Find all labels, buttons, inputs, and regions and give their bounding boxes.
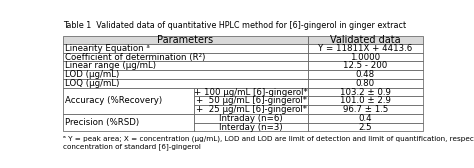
Bar — [63, 36, 308, 44]
Bar — [63, 44, 308, 53]
Text: Accuracy (%Recovery): Accuracy (%Recovery) — [65, 96, 162, 105]
Bar — [194, 105, 308, 114]
Text: 2.5: 2.5 — [358, 122, 372, 132]
Bar — [63, 70, 308, 79]
Text: 103.2 ± 0.9: 103.2 ± 0.9 — [340, 88, 391, 97]
Text: ᵃ Y = peak area; X = concentration (μg/mL), LOD and LOD are limit of detection a: ᵃ Y = peak area; X = concentration (μg/m… — [63, 136, 474, 142]
Text: Validated data: Validated data — [330, 35, 401, 45]
Bar — [308, 123, 423, 131]
Text: 101.0 ± 2.9: 101.0 ± 2.9 — [340, 96, 391, 105]
Text: 1.0000: 1.0000 — [350, 53, 381, 62]
Bar — [63, 53, 308, 61]
Text: Coefficient of determination (R²): Coefficient of determination (R²) — [65, 53, 205, 62]
Text: 0.80: 0.80 — [356, 79, 375, 88]
Bar — [63, 114, 194, 131]
Text: LOQ (μg/mL): LOQ (μg/mL) — [65, 79, 119, 88]
Text: 0.4: 0.4 — [358, 114, 372, 123]
Bar — [194, 88, 308, 96]
Bar — [194, 96, 308, 105]
Text: 0.48: 0.48 — [356, 70, 375, 79]
Text: Table 1  Validated data of quantitative HPLC method for [6]-gingerol in ginger e: Table 1 Validated data of quantitative H… — [63, 21, 406, 30]
Bar — [308, 114, 423, 123]
Bar — [63, 88, 194, 114]
Bar — [308, 70, 423, 79]
Bar — [194, 123, 308, 131]
Bar — [308, 105, 423, 114]
Text: concentration of standard [6]-gingerol: concentration of standard [6]-gingerol — [63, 144, 201, 150]
Text: LOD (μg/mL): LOD (μg/mL) — [65, 70, 119, 79]
Bar — [308, 96, 423, 105]
Bar — [308, 79, 423, 88]
Bar — [308, 88, 423, 96]
Text: 12.5 - 200: 12.5 - 200 — [343, 61, 387, 70]
Text: +  25 μg/mL [6]-gingerol*: + 25 μg/mL [6]-gingerol* — [196, 105, 307, 114]
Text: Intraday (n=6): Intraday (n=6) — [219, 114, 283, 123]
Text: Parameters: Parameters — [157, 35, 213, 45]
Bar — [308, 44, 423, 53]
Text: + 100 μg/mL [6]-gingerol*: + 100 μg/mL [6]-gingerol* — [194, 88, 308, 97]
Text: Y = 11811X + 4413.6: Y = 11811X + 4413.6 — [318, 44, 412, 53]
Bar — [63, 61, 308, 70]
Text: Linearity Equation ᵃ: Linearity Equation ᵃ — [65, 44, 149, 53]
Bar — [308, 61, 423, 70]
Text: Precision (%RSD): Precision (%RSD) — [65, 118, 139, 127]
Text: Interday (n=3): Interday (n=3) — [219, 122, 283, 132]
Text: +  50 μg/mL [6]-gingerol*: + 50 μg/mL [6]-gingerol* — [196, 96, 307, 105]
Bar — [308, 53, 423, 61]
Bar — [308, 36, 423, 44]
Text: 96.7 ± 1.5: 96.7 ± 1.5 — [343, 105, 388, 114]
Text: Linear range (μg/mL): Linear range (μg/mL) — [65, 61, 156, 70]
Bar — [63, 79, 308, 88]
Bar — [194, 114, 308, 123]
